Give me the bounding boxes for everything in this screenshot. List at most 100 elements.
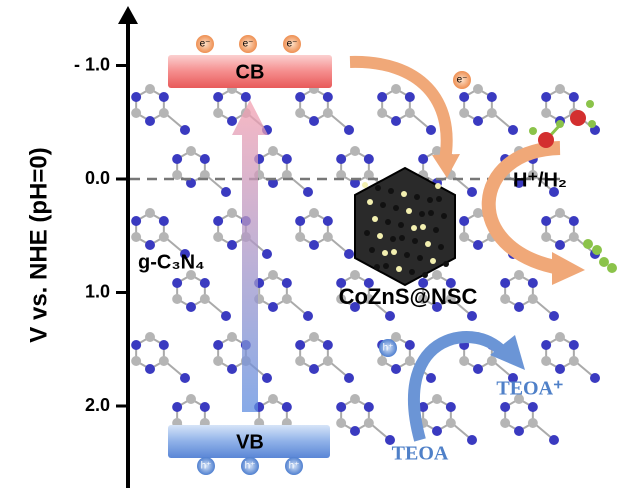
atom (309, 332, 319, 342)
atom (172, 402, 183, 412)
atom (281, 170, 292, 180)
arrowhead (552, 252, 585, 285)
atom (227, 332, 237, 342)
atom (309, 208, 319, 218)
pore (362, 182, 368, 188)
cb-label: CB (236, 61, 265, 83)
atom (295, 356, 306, 366)
atom (445, 418, 456, 428)
atom (500, 278, 511, 288)
atom (432, 146, 442, 156)
atom (467, 187, 477, 197)
atom (186, 394, 196, 404)
atom (445, 278, 456, 288)
atom (568, 216, 579, 226)
donor-label: TEOA (392, 443, 449, 465)
redox-label: H⁺/H₂ (513, 169, 567, 191)
electron (283, 35, 301, 53)
pore (435, 183, 441, 189)
pore (398, 222, 404, 228)
cb-band (168, 55, 332, 88)
atom (508, 373, 518, 383)
pore (393, 205, 399, 211)
atom (336, 154, 347, 164)
atom (568, 356, 579, 366)
atom (213, 216, 224, 226)
electron (453, 71, 471, 89)
atom (180, 373, 190, 383)
hydrogen-arrow (481, 141, 562, 275)
atom (322, 108, 333, 118)
atom (221, 187, 231, 197)
cocatalyst-label: CoZnS@NSC (339, 284, 478, 309)
pore (420, 224, 426, 230)
atom (131, 108, 142, 118)
atom (350, 302, 360, 312)
atom (199, 278, 210, 288)
atom (363, 154, 374, 164)
atom (486, 92, 497, 102)
atom (336, 418, 347, 428)
atom (391, 84, 401, 94)
tick-label: - 1.0 (74, 54, 110, 74)
pore (404, 252, 410, 258)
atom (568, 340, 579, 350)
pore (414, 194, 420, 200)
atom (199, 402, 210, 412)
atom (555, 364, 565, 374)
atom (303, 311, 313, 321)
atom (404, 92, 415, 102)
pore (385, 219, 391, 225)
atom (281, 402, 292, 412)
atom (309, 116, 319, 126)
atom (295, 216, 306, 226)
pore (374, 264, 380, 270)
electron-label: e⁻ (457, 75, 468, 86)
hole-label: h⁺ (289, 461, 300, 472)
atom (445, 402, 456, 412)
atom (322, 216, 333, 226)
atom (336, 402, 347, 412)
atom (262, 373, 272, 383)
atom (363, 418, 374, 428)
pore (380, 202, 386, 208)
pore (390, 236, 396, 242)
pore (383, 263, 389, 269)
atom (281, 294, 292, 304)
atom (350, 270, 360, 280)
atom (541, 108, 552, 118)
atom (158, 340, 169, 350)
atom (363, 294, 374, 304)
atom (186, 270, 196, 280)
pore (396, 266, 402, 272)
atom (541, 232, 552, 242)
atom (227, 116, 237, 126)
atom (514, 302, 524, 312)
atom (568, 92, 579, 102)
atom (186, 302, 196, 312)
atom (213, 232, 224, 242)
atom (527, 278, 538, 288)
atom (473, 240, 483, 250)
pore (399, 235, 405, 241)
pore (411, 225, 417, 231)
atom (158, 92, 169, 102)
hole-label: h⁺ (383, 343, 394, 354)
donor-oxidized-label: TEOA⁺ (496, 378, 563, 400)
atom (131, 232, 142, 242)
vb-band (168, 425, 330, 458)
hole-label: h⁺ (245, 461, 256, 472)
electron (239, 35, 257, 53)
atom (268, 302, 278, 312)
hole (285, 457, 303, 475)
atom (268, 394, 278, 404)
atom (131, 216, 142, 226)
atom (418, 402, 429, 412)
atom (404, 340, 415, 350)
atom (322, 356, 333, 366)
atom (268, 270, 278, 280)
pore (443, 261, 449, 267)
atom (377, 92, 388, 102)
atom (514, 426, 524, 436)
